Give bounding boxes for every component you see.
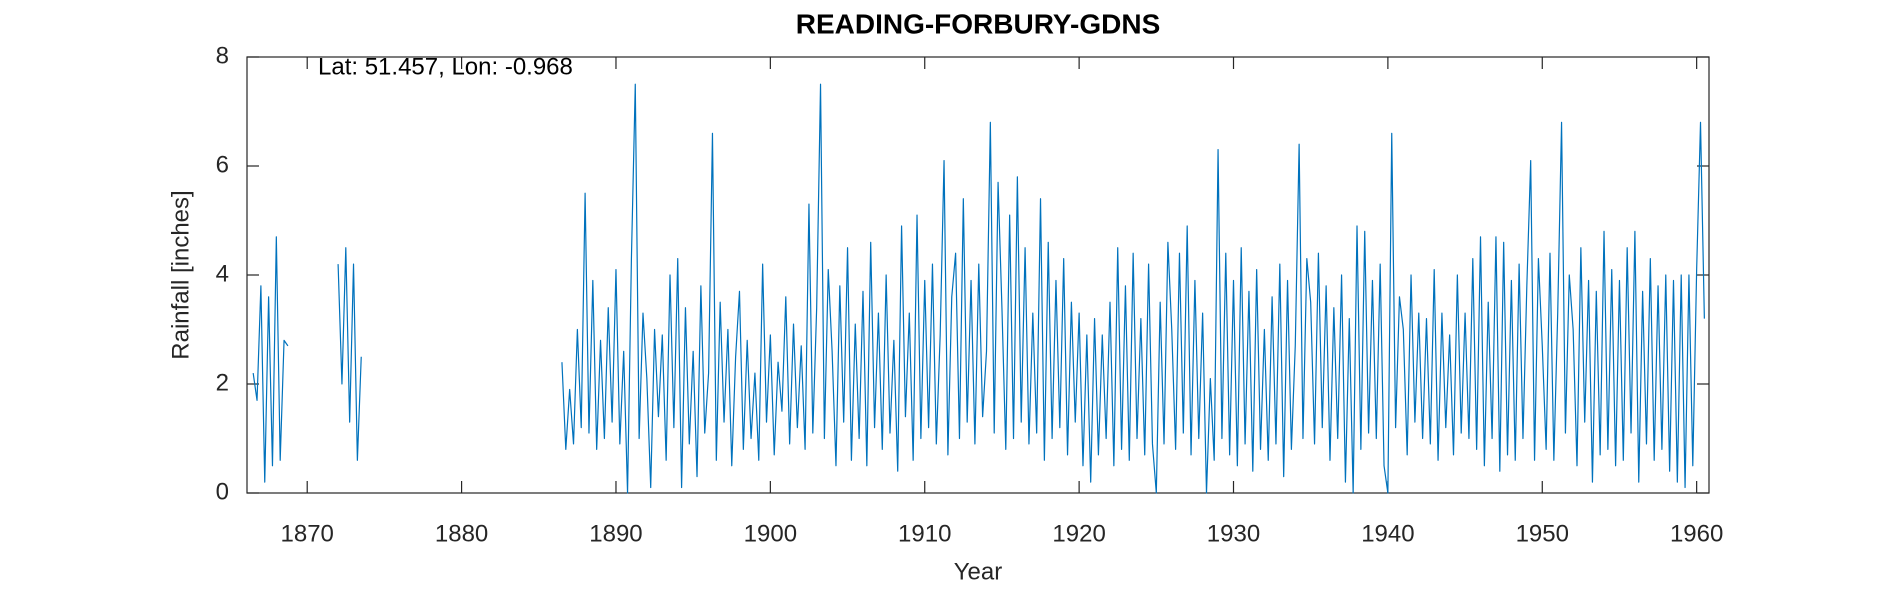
x-tick-label: 1960	[1670, 520, 1723, 547]
x-tick-label: 1890	[589, 520, 642, 547]
chart-title: READING-FORBURY-GDNS	[796, 8, 1161, 39]
x-tick-label: 1870	[281, 520, 334, 547]
x-tick-label: 1930	[1207, 520, 1260, 547]
annotation: Lat: 51.457, Lon: -0.968	[318, 53, 573, 80]
x-tick-label: 1900	[744, 520, 797, 547]
x-tick-label: 1950	[1516, 520, 1569, 547]
x-tick-label: 1920	[1052, 520, 1105, 547]
x-tick-label: 1880	[435, 520, 488, 547]
y-tick-label: 0	[216, 478, 229, 505]
x-tick-label: 1940	[1361, 520, 1414, 547]
x-axis-label: Year	[954, 558, 1003, 585]
x-tick-label: 1910	[898, 520, 951, 547]
y-tick-label: 4	[216, 260, 229, 287]
y-tick-label: 8	[216, 42, 229, 69]
rainfall-line	[252, 83, 1705, 494]
y-tick-label: 2	[216, 369, 229, 396]
y-tick-label: 6	[216, 151, 229, 178]
y-axis-label: Rainfall [inches]	[167, 190, 194, 359]
